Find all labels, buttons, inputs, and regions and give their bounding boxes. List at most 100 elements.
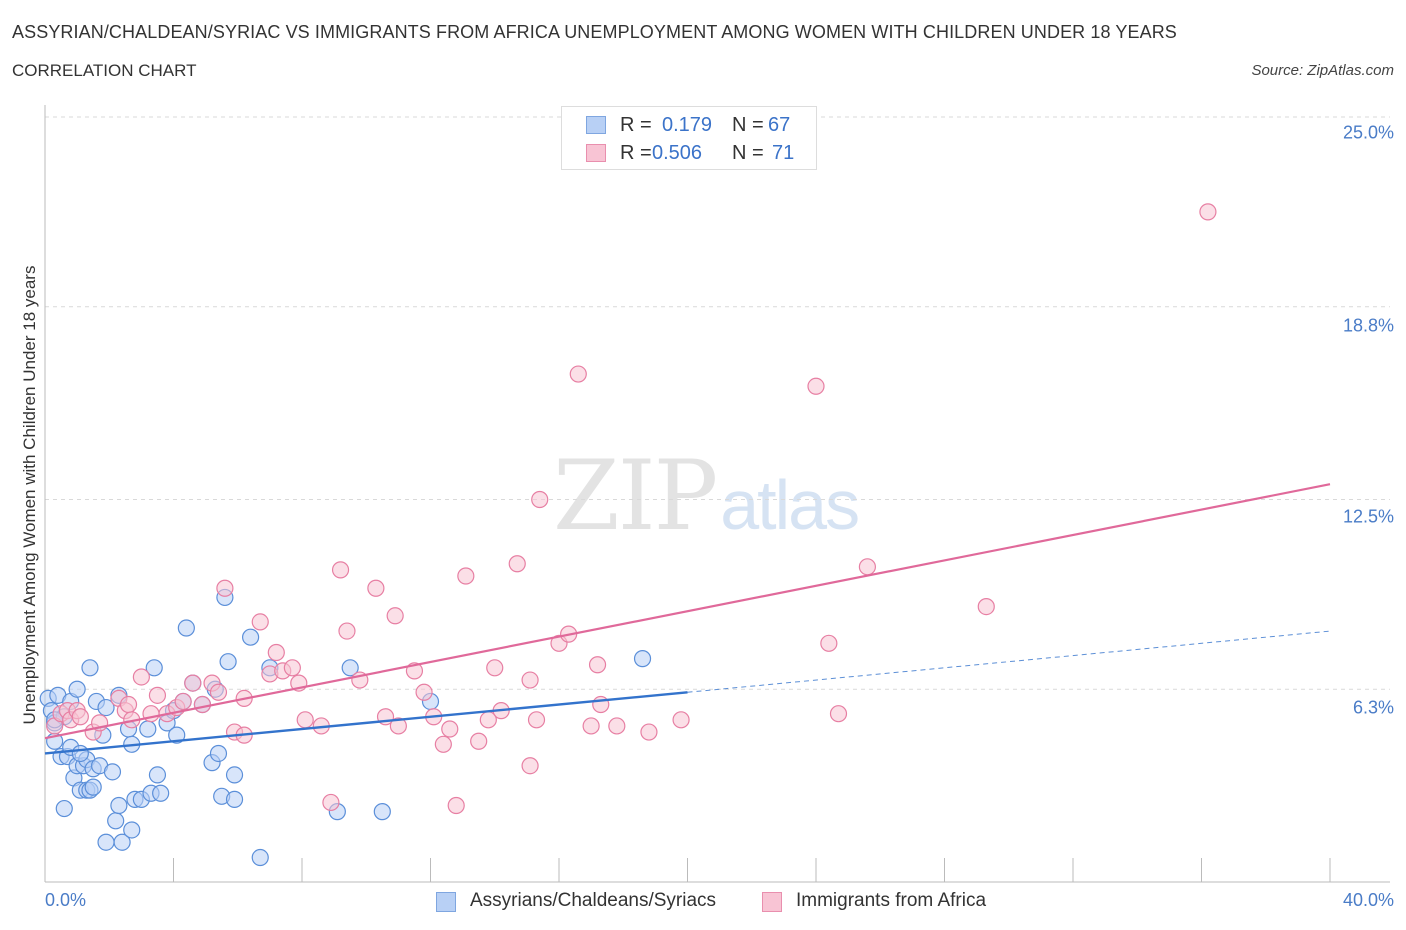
data-point-assyrians xyxy=(123,821,141,839)
trend-line-assyrians-extension xyxy=(687,630,1331,693)
data-point-assyrians xyxy=(110,796,128,815)
data-point-immigrants xyxy=(457,567,475,585)
data-point-immigrants xyxy=(829,705,848,723)
trend-line-assyrians xyxy=(44,691,688,755)
bottom-legend-swatch-pink xyxy=(762,892,782,912)
data-point-assyrians xyxy=(633,650,652,668)
legend-swatch-pink xyxy=(586,144,606,162)
x-tick-label: 0.0% xyxy=(45,890,87,910)
data-point-immigrants xyxy=(1199,203,1217,221)
legend-r-label: R = xyxy=(620,142,652,164)
data-point-assyrians xyxy=(97,698,115,717)
data-point-immigrants xyxy=(640,723,658,741)
data-point-assyrians xyxy=(84,778,102,796)
y-tick-label: 6.3% xyxy=(1352,697,1394,718)
data-point-immigrants xyxy=(470,732,488,750)
data-point-immigrants xyxy=(858,558,877,576)
data-point-immigrants xyxy=(283,659,301,677)
legend-n-value: 71 xyxy=(772,142,795,164)
data-point-immigrants xyxy=(322,793,340,812)
data-point-immigrants xyxy=(531,490,549,509)
legend-r-value: 0.506 xyxy=(652,142,703,164)
source-label: Source: ZipAtlas.com xyxy=(1251,62,1394,79)
data-point-immigrants xyxy=(267,643,285,662)
data-point-assyrians xyxy=(97,833,115,851)
data-point-assyrians xyxy=(242,628,260,646)
data-point-assyrians xyxy=(251,848,269,867)
data-point-immigrants xyxy=(508,555,526,573)
data-point-immigrants xyxy=(71,708,89,726)
data-point-immigrants xyxy=(132,668,150,686)
y-tick-label: 12.5% xyxy=(1342,506,1394,527)
chart-subtitle: CORRELATION CHART xyxy=(12,61,197,80)
data-point-immigrants xyxy=(582,717,600,735)
data-point-immigrants xyxy=(338,622,356,640)
data-point-immigrants xyxy=(588,656,607,674)
data-point-assyrians xyxy=(168,726,186,744)
axes xyxy=(44,105,1390,883)
data-point-assyrians xyxy=(81,659,99,677)
legend-r-label: R = xyxy=(620,114,652,136)
x-tick-label: 40.0% xyxy=(1342,890,1394,910)
legend-r-value: 0.179 xyxy=(662,114,713,136)
data-point-immigrants xyxy=(367,579,385,597)
watermark-zip: ZIP xyxy=(553,440,718,552)
data-point-immigrants xyxy=(672,711,690,729)
legend-n-label: N = xyxy=(732,114,764,136)
correlation-legend: R = 0.179 N = 67 R = 0.506 N = 71 xyxy=(561,106,817,170)
data-point-assyrians xyxy=(145,659,163,677)
data-point-assyrians xyxy=(152,784,170,802)
data-point-immigrants xyxy=(434,735,452,753)
data-point-assyrians xyxy=(219,653,237,671)
data-point-assyrians xyxy=(225,790,244,808)
bottom-legend-swatch-blue xyxy=(436,892,456,912)
data-point-immigrants xyxy=(148,686,167,704)
trend-line-immigrants xyxy=(44,483,1331,740)
data-point-assyrians xyxy=(225,766,244,784)
y-tick-label: 18.8% xyxy=(1342,315,1394,336)
watermark-atlas: atlas xyxy=(720,466,860,544)
data-point-immigrants xyxy=(389,717,407,735)
data-point-assyrians xyxy=(107,812,125,830)
data-point-immigrants xyxy=(447,796,465,815)
data-point-immigrants xyxy=(296,711,314,729)
data-point-immigrants xyxy=(331,561,350,579)
data-point-immigrants xyxy=(820,634,838,652)
data-point-assyrians xyxy=(103,763,122,781)
data-point-assyrians xyxy=(55,799,73,818)
y-axis-label: Unemployment Among Women with Children U… xyxy=(20,265,39,725)
data-point-assyrians xyxy=(177,619,195,637)
data-point-immigrants xyxy=(251,613,269,631)
legend-swatch-blue xyxy=(586,116,606,134)
data-point-assyrians xyxy=(71,744,89,763)
data-point-immigrants xyxy=(977,597,995,616)
trend-lines xyxy=(44,483,1331,755)
data-point-assyrians xyxy=(341,659,359,677)
data-point-assyrians xyxy=(148,766,167,784)
data-point-immigrants xyxy=(527,711,546,729)
data-point-immigrants xyxy=(119,695,138,714)
legend-n-label: N = xyxy=(732,142,764,164)
data-point-immigrants xyxy=(441,720,459,738)
y-tick-label: 25.0% xyxy=(1342,122,1394,143)
data-point-immigrants xyxy=(521,671,539,689)
data-point-immigrants xyxy=(415,683,433,701)
data-point-immigrants xyxy=(608,717,626,735)
chart-title: ASSYRIAN/CHALDEAN/SYRIAC VS IMMIGRANTS F… xyxy=(12,22,1177,42)
data-point-assyrians xyxy=(209,744,228,763)
data-point-immigrants xyxy=(521,757,539,775)
data-point-immigrants xyxy=(193,695,212,714)
grid-lines xyxy=(45,116,1390,690)
data-point-assyrians xyxy=(113,833,131,851)
data-point-immigrants xyxy=(184,674,202,692)
bottom-legend-label: Immigrants from Africa xyxy=(796,890,987,911)
data-point-immigrants xyxy=(569,365,587,383)
bottom-legend-label: Assyrians/Chaldeans/Syriacs xyxy=(470,890,717,911)
data-point-immigrants xyxy=(807,377,825,395)
data-point-immigrants xyxy=(386,607,404,625)
data-point-immigrants xyxy=(174,692,192,711)
watermark: ZIPatlas xyxy=(553,440,860,552)
legend-n-value: 67 xyxy=(768,114,791,136)
data-point-assyrians xyxy=(68,680,86,698)
data-point-immigrants xyxy=(216,579,234,597)
